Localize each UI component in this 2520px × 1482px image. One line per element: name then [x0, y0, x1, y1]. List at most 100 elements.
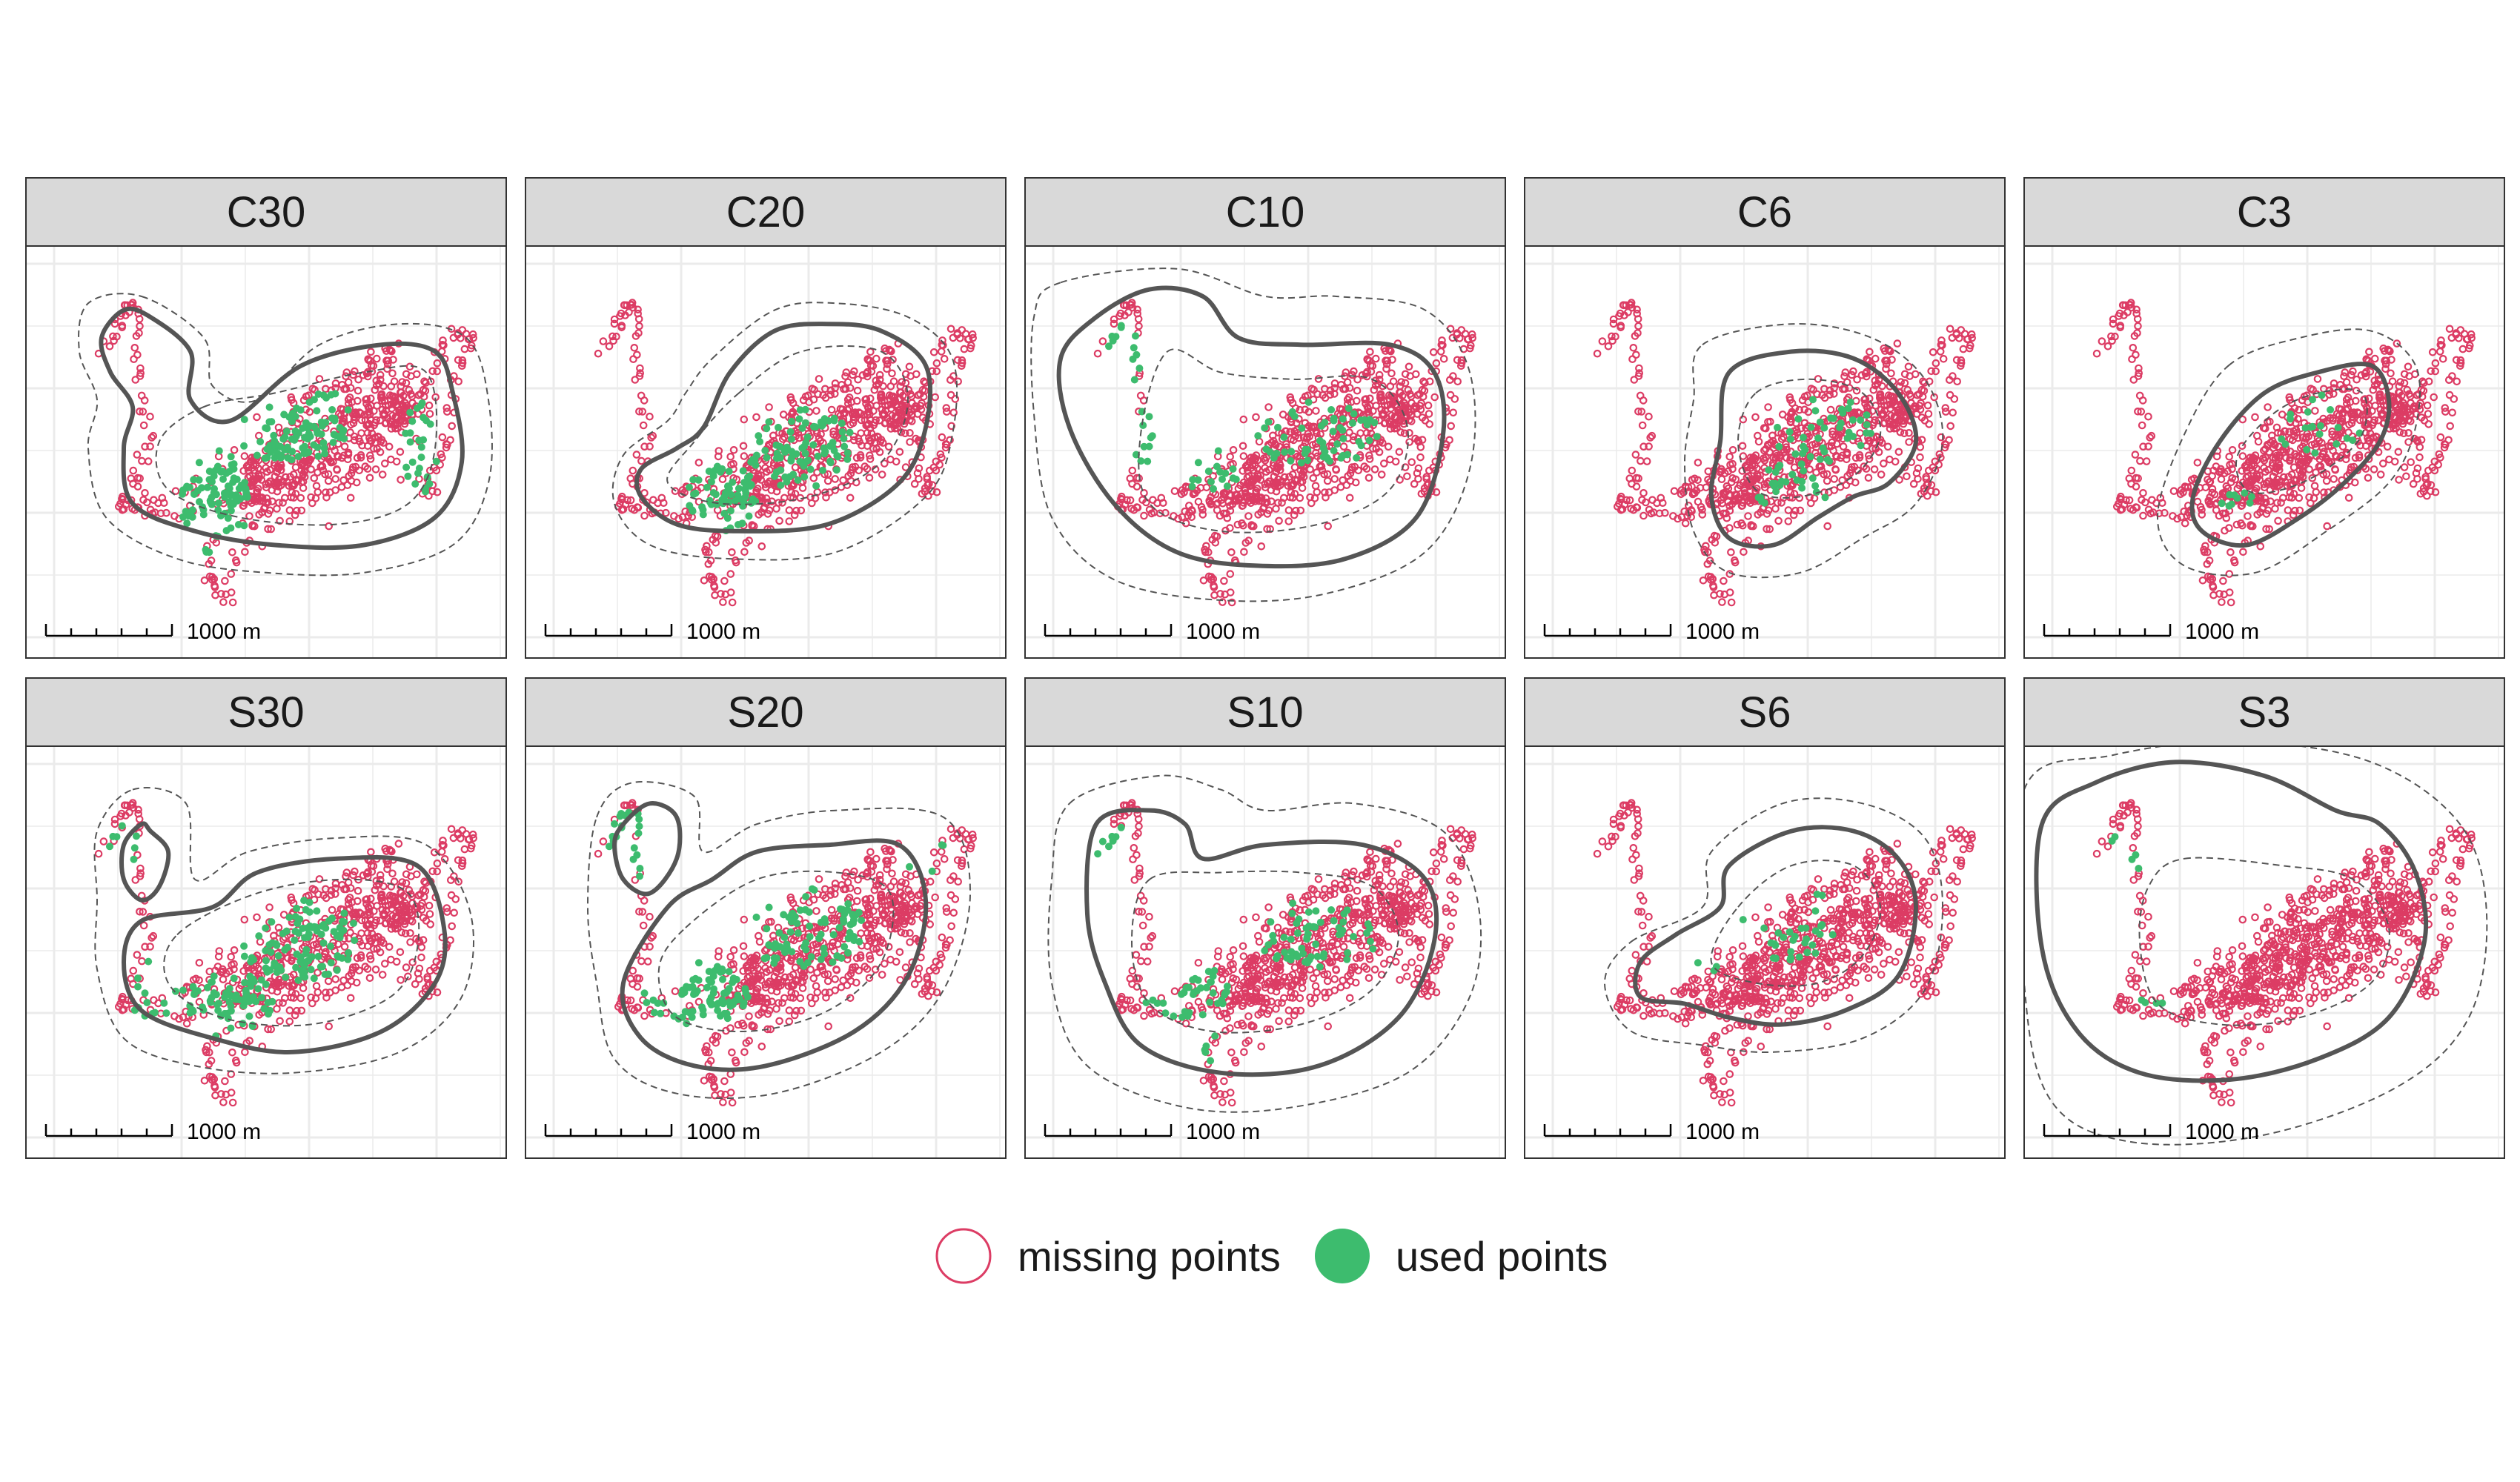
missing-point	[2320, 488, 2328, 496]
missing-point	[1222, 509, 1230, 518]
missing-point	[1795, 494, 1804, 502]
missing-point	[1830, 486, 1838, 494]
missing-point	[128, 799, 137, 807]
facet-strip	[25, 177, 507, 247]
used-point	[800, 473, 809, 481]
missing-point	[376, 375, 385, 384]
used-point	[817, 418, 825, 426]
used-point	[1262, 445, 1270, 453]
used-point	[1794, 415, 1803, 423]
missing-point	[1239, 415, 1248, 424]
missing-point	[305, 408, 314, 416]
missing-point	[2210, 490, 2219, 499]
missing-point	[139, 921, 148, 930]
missing-point	[2253, 511, 2261, 519]
missing-point	[881, 419, 890, 428]
used-point	[1826, 457, 1833, 465]
missing-point	[1258, 497, 1267, 505]
missing-point	[1453, 329, 1462, 337]
missing-point	[1202, 483, 1211, 492]
missing-point	[1883, 356, 1891, 365]
used-point	[402, 429, 410, 437]
missing-point	[2279, 473, 2288, 482]
missing-point	[787, 396, 795, 404]
missing-point	[1117, 494, 1125, 503]
missing-point	[2219, 509, 2227, 518]
missing-point	[2404, 362, 2413, 371]
missing-point	[1349, 432, 1358, 441]
missing-point	[141, 943, 149, 951]
missing-point	[1257, 494, 1266, 502]
missing-point	[438, 433, 447, 442]
missing-point	[875, 448, 884, 456]
missing-point	[754, 470, 762, 479]
missing-point	[1254, 511, 1262, 519]
used-point	[208, 500, 216, 508]
missing-point	[147, 433, 156, 442]
missing-point	[1391, 457, 1400, 466]
missing-point	[2406, 392, 2415, 401]
missing-point	[854, 375, 862, 384]
missing-point	[1709, 582, 1717, 590]
missing-point	[704, 559, 713, 568]
missing-point	[1339, 476, 1347, 485]
missing-point	[342, 385, 351, 393]
missing-point	[1432, 359, 1441, 368]
missing-point	[1247, 453, 1256, 462]
missing-point	[1364, 356, 1372, 365]
missing-point	[841, 372, 849, 380]
missing-point	[629, 466, 637, 475]
missing-point	[322, 988, 330, 997]
missing-point	[765, 403, 773, 411]
missing-point	[863, 411, 872, 419]
missing-point	[2378, 409, 2387, 418]
panel-border	[2023, 245, 2505, 659]
missing-point	[2115, 309, 2124, 318]
used-point	[211, 466, 219, 474]
missing-point	[1887, 369, 1895, 378]
used-point	[763, 453, 771, 462]
missing-point	[605, 342, 614, 350]
missing-point	[1681, 519, 1690, 528]
missing-point	[1345, 494, 1354, 502]
missing-point	[1905, 438, 1913, 446]
missing-point	[228, 1049, 236, 1057]
missing-point	[2329, 446, 2337, 455]
used-point	[810, 422, 818, 431]
missing-point	[1461, 330, 1470, 338]
missing-point	[1710, 591, 1718, 599]
missing-point	[2361, 395, 2370, 403]
missing-point	[2450, 395, 2458, 403]
missing-point	[136, 364, 145, 373]
facet-strip-label: C20	[726, 188, 805, 236]
missing-point	[1261, 464, 1269, 472]
missing-point	[897, 388, 905, 396]
missing-point	[110, 815, 119, 824]
missing-point	[1796, 506, 1805, 515]
missing-point	[1405, 428, 1413, 437]
missing-point	[2330, 475, 2338, 483]
missing-point	[2292, 452, 2301, 461]
missing-point	[1900, 429, 1909, 438]
used-point	[745, 512, 753, 520]
used-point	[735, 485, 743, 493]
missing-point	[349, 419, 358, 428]
missing-point	[1445, 436, 1453, 445]
missing-point	[1725, 452, 1734, 461]
missing-point	[255, 511, 263, 519]
missing-point	[1865, 455, 1874, 463]
facet-strip-label: C3	[2237, 188, 2292, 236]
missing-point	[1418, 385, 1427, 394]
missing-point	[719, 598, 727, 606]
missing-point	[228, 598, 237, 607]
missing-point	[763, 510, 772, 518]
used-point	[1304, 456, 1312, 465]
missing-point	[130, 343, 139, 352]
missing-point	[1720, 488, 1729, 497]
missing-point	[1224, 498, 1233, 506]
missing-point	[757, 494, 766, 502]
used-point	[328, 406, 336, 413]
used-point	[1333, 440, 1342, 448]
missing-point	[2417, 385, 2426, 394]
missing-point	[1866, 348, 1874, 356]
